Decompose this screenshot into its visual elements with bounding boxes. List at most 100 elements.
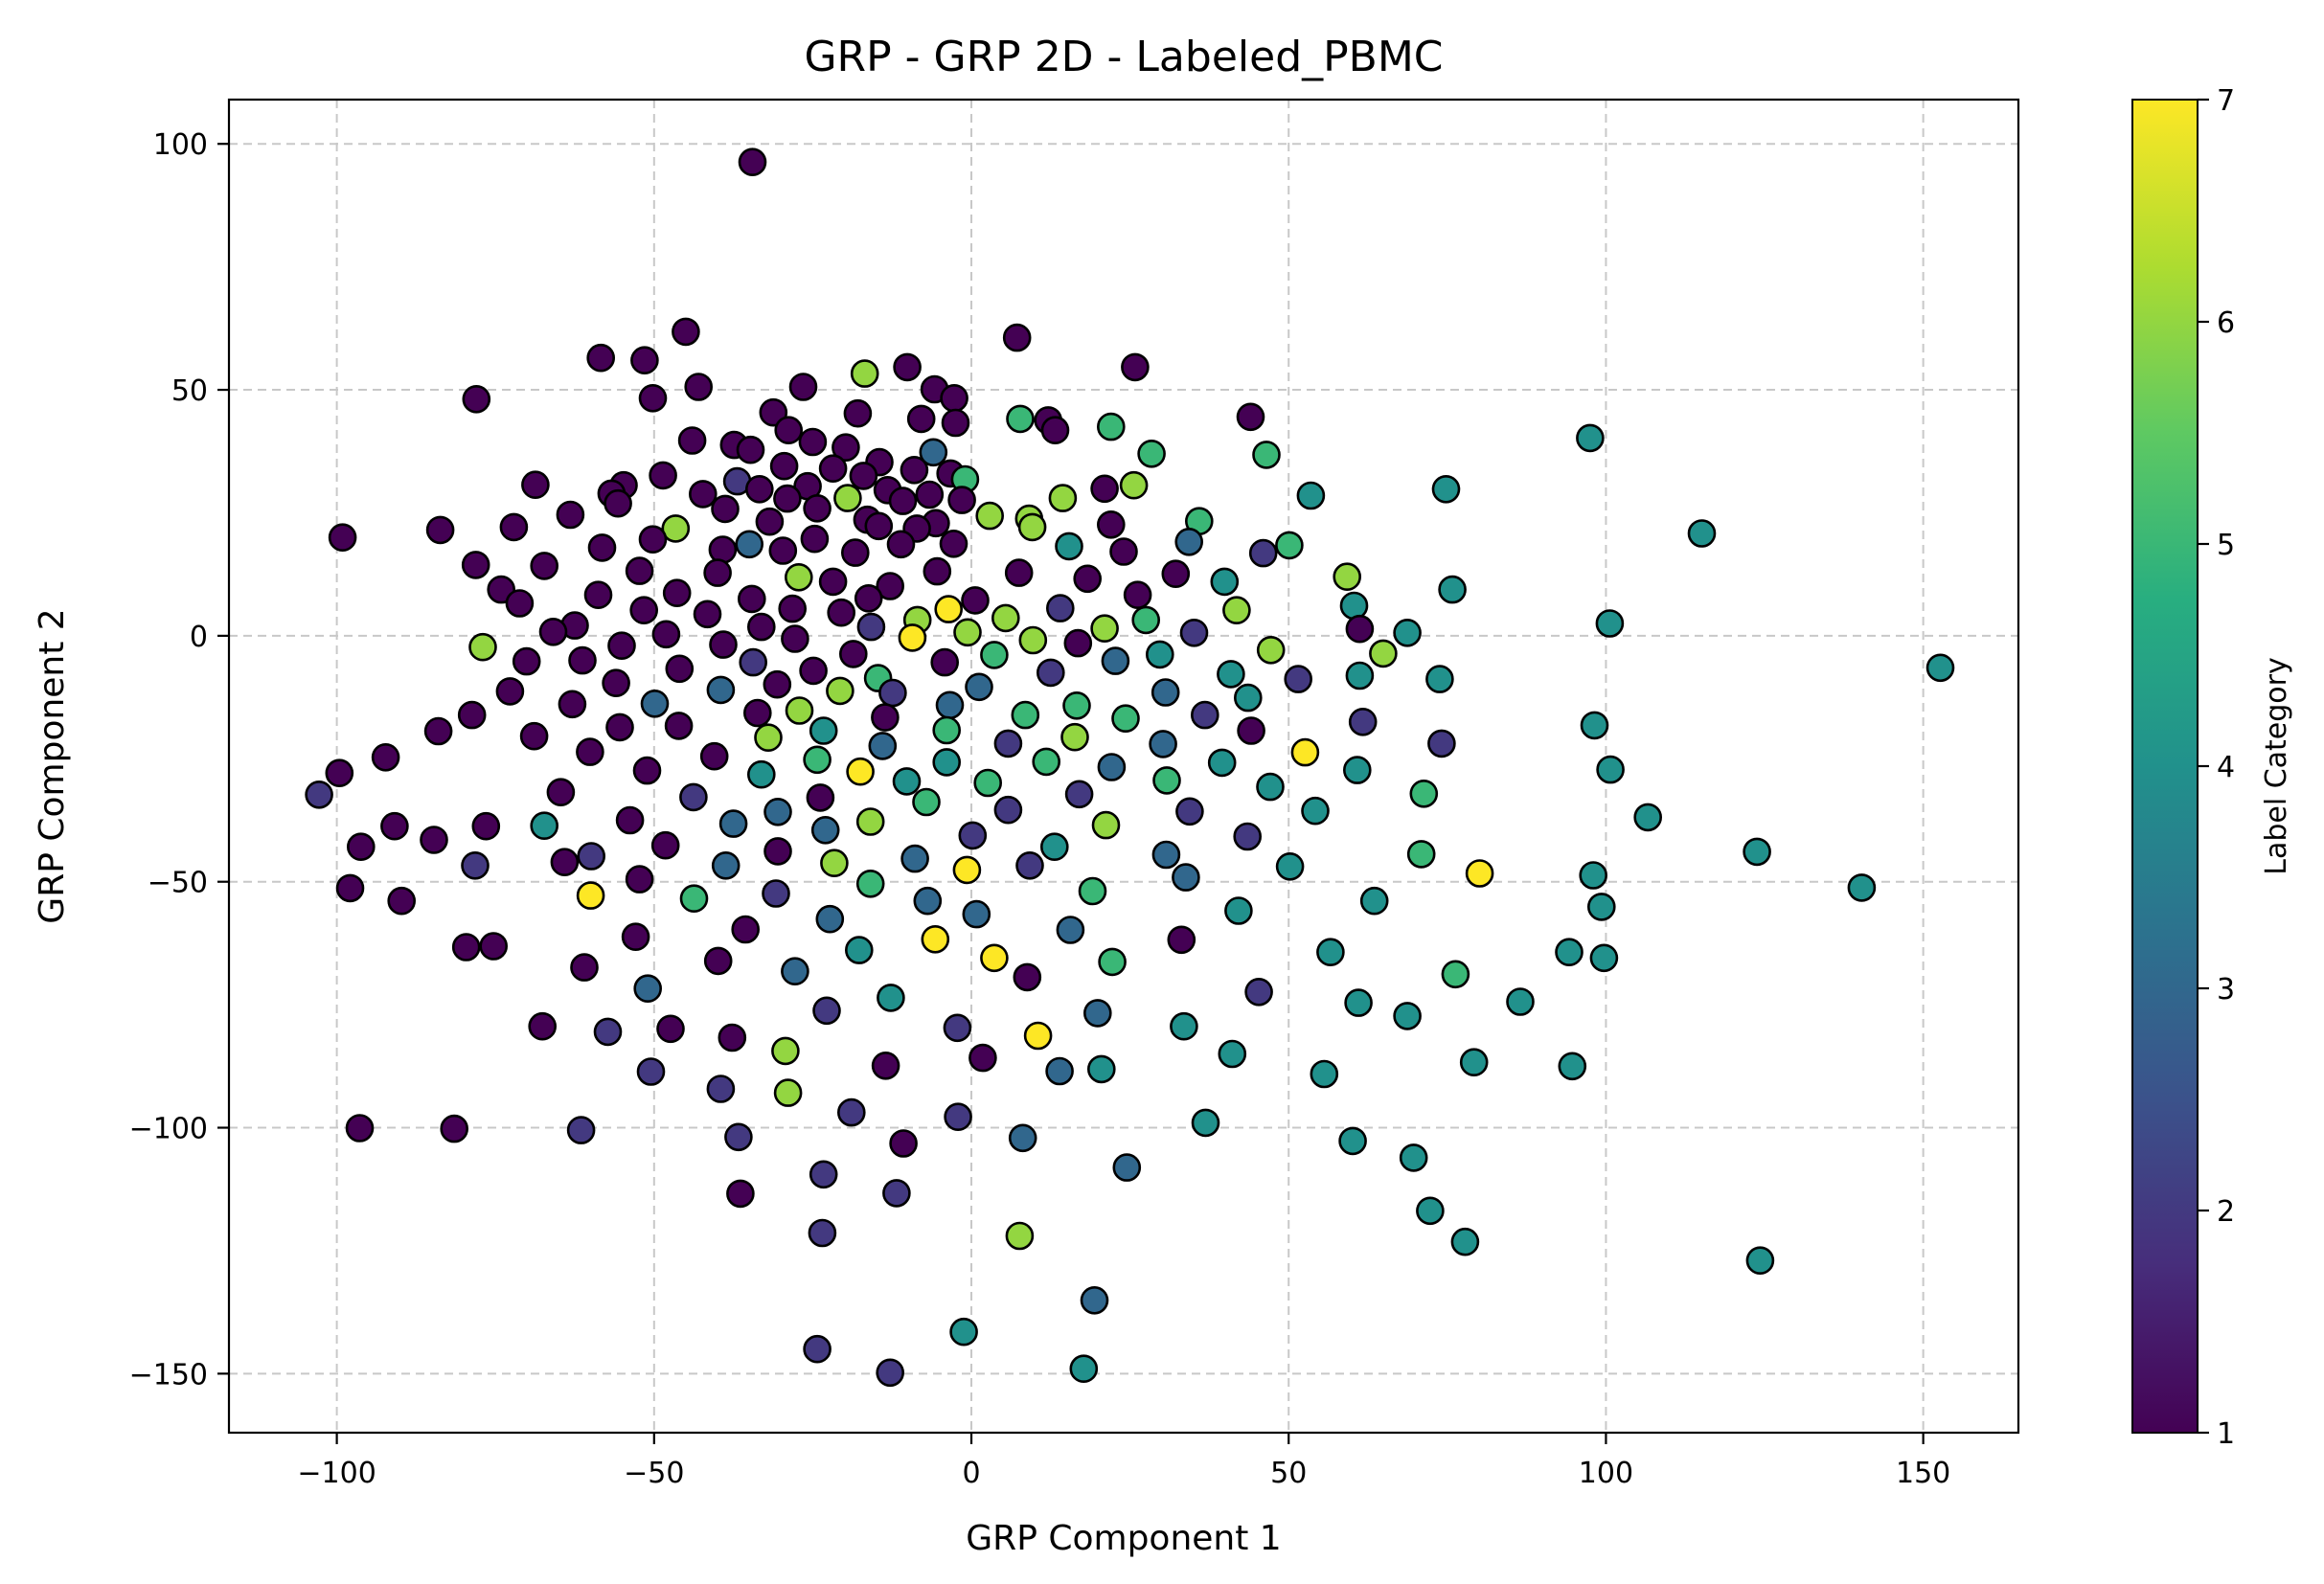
scatter-point: [958, 821, 988, 850]
x-tick-label: 0: [962, 1457, 980, 1490]
scatter-point: [1131, 605, 1160, 635]
scatter-point: [763, 837, 792, 866]
colorbar-tick-label: 2: [2217, 1195, 2235, 1229]
scatter-point: [1006, 404, 1035, 434]
scatter-point: [850, 359, 879, 388]
scatter-point: [742, 698, 772, 728]
scatter-point: [1743, 837, 1771, 867]
scatter-point: [1121, 352, 1150, 382]
scatter-point: [1207, 748, 1237, 778]
scatter-point: [935, 690, 965, 720]
scatter-point: [1152, 766, 1181, 795]
scatter-point: [583, 580, 613, 610]
scatter-point: [906, 404, 936, 434]
scatter-point: [921, 924, 950, 954]
scatter-point: [980, 641, 1009, 669]
scatter-point: [1098, 947, 1127, 977]
scatter-point: [788, 373, 818, 401]
scatter-point: [1056, 916, 1085, 944]
y-tick-label: −50: [148, 867, 208, 900]
scatter-point: [854, 583, 883, 613]
scatter-point: [602, 668, 630, 698]
scatter-point: [930, 647, 960, 677]
scatter-point: [711, 850, 740, 880]
scatter-point: [633, 974, 663, 1003]
scatter-point: [818, 454, 848, 484]
scatter-point: [965, 672, 993, 702]
scatter-point: [781, 624, 809, 653]
scatter-point: [1256, 635, 1286, 665]
scatter-point: [868, 732, 898, 760]
y-tick-label: −150: [129, 1358, 208, 1392]
scatter-point: [1595, 609, 1625, 638]
scatter-point: [423, 716, 453, 746]
scatter-point: [1339, 591, 1369, 621]
scatter-point: [1069, 1354, 1099, 1383]
scatter-point: [1097, 412, 1126, 441]
scatter-point: [864, 511, 894, 541]
scatter-point: [818, 567, 848, 597]
scatter-point: [1450, 1227, 1480, 1256]
scatter-point: [1151, 678, 1180, 707]
colorbar-tick-label: 3: [2217, 973, 2235, 1007]
scatter-point: [1343, 756, 1372, 784]
scatter-point: [638, 383, 668, 413]
scatter-point: [778, 594, 808, 623]
scatter-point: [440, 1114, 469, 1143]
scatter-point: [876, 1358, 905, 1388]
scatter-point: [1217, 660, 1245, 689]
scatter-point: [650, 830, 680, 860]
scatter-point: [784, 562, 813, 592]
scatter-point: [941, 408, 970, 438]
scatter-point: [1048, 484, 1078, 512]
scatter-point: [833, 484, 862, 512]
scatter-point: [677, 426, 707, 455]
scatter-point: [1011, 700, 1040, 730]
scatter-point: [1406, 840, 1436, 869]
scatter-point: [1151, 840, 1181, 870]
scatter-point: [1310, 1059, 1339, 1089]
scatter-point: [512, 646, 541, 676]
scatter-point: [1046, 594, 1075, 622]
colorbar-tick-label: 1: [2217, 1417, 2235, 1451]
scatter-point: [939, 529, 968, 558]
scatter-point: [1004, 558, 1034, 587]
scatter-point: [844, 936, 874, 964]
scatter-point: [798, 427, 828, 457]
scatter-point: [387, 886, 417, 916]
scatter-point: [962, 899, 991, 929]
scatter-point: [808, 1218, 837, 1248]
scatter-point: [1234, 683, 1263, 713]
scatter-point: [1062, 690, 1091, 720]
scatter-point: [1459, 1048, 1489, 1076]
scatter-point: [1161, 559, 1191, 589]
scatter-point: [871, 1052, 900, 1080]
scatter-point: [1580, 711, 1609, 740]
scatter-point: [900, 455, 929, 485]
scatter-point: [1579, 861, 1607, 890]
scatter-point: [1037, 658, 1065, 688]
scatter-point: [820, 849, 849, 878]
scatter-point: [810, 815, 840, 845]
scatter-point: [1441, 960, 1470, 989]
scatter-point: [420, 826, 448, 854]
scatter-point: [840, 538, 870, 567]
scatter-point: [1137, 439, 1166, 468]
scatter-point: [932, 748, 962, 777]
scatter-point: [1090, 614, 1119, 644]
scatter-point: [736, 435, 765, 464]
scatter-point: [726, 1179, 755, 1209]
scatter-point: [662, 578, 692, 608]
scatter-point: [943, 1013, 972, 1043]
scatter-point: [1745, 1246, 1775, 1275]
plot-frame: [227, 98, 2020, 1435]
scatter-point: [688, 480, 718, 509]
scatter-point: [737, 584, 766, 614]
y-tick-label: 100: [153, 128, 208, 162]
scatter-point: [371, 742, 400, 772]
scatter-point: [846, 757, 875, 786]
scatter-point: [672, 317, 700, 347]
x-axis-label: GRP Component 1: [966, 1519, 1281, 1558]
scatter-point: [1393, 1002, 1422, 1030]
